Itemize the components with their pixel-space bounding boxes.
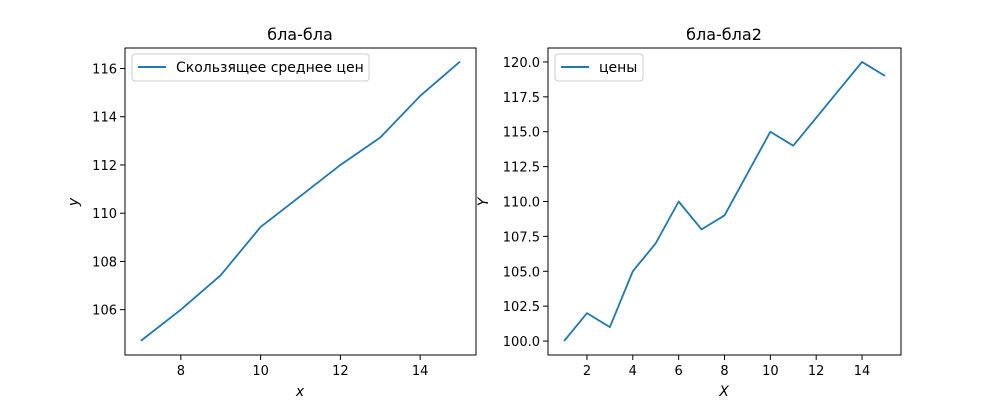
left-legend-box — [131, 53, 370, 82]
right-series — [563, 61, 886, 342]
left-y-axis-label: y — [66, 197, 82, 207]
right-y-tick-label: 107.5 — [503, 230, 540, 245]
right-legend-box — [554, 53, 644, 82]
left-plot-frame — [124, 47, 477, 356]
right-series-line — [563, 61, 886, 342]
right-chart-title: бла-бла2 — [686, 25, 762, 44]
right-y-tick-label: 115.0 — [503, 126, 540, 141]
left-x-tick-label: 8 — [177, 364, 185, 379]
right-y-tick-label: 105.0 — [503, 265, 540, 280]
right-ticks: 2 4 6 8 10 12 14 100.0 102.5 105.0 107.5 110.0 112.5… — [503, 56, 871, 379]
right-y-tick-label: 100.0 — [503, 335, 540, 350]
left-subplot: бла-бла 8 10 12 14 106 108 110 112 114 116 Скольз… — [66, 25, 477, 400]
right-legend-label: цены — [599, 60, 637, 76]
right-x-axis-label: X — [718, 384, 729, 400]
right-y-tick-label: 102.5 — [503, 300, 540, 315]
right-x-tick-label: 6 — [675, 364, 683, 379]
right-x-tick-label: 8 — [720, 364, 728, 379]
left-legend: Скользящее среднее цен — [131, 53, 370, 82]
right-y-tick-label: 117.5 — [503, 91, 540, 106]
left-ticks: 8 10 12 14 106 108 110 112 114 116 — [92, 62, 428, 379]
right-y-tick-label: 112.5 — [503, 161, 540, 176]
left-legend-label: Скользящее среднее цен — [176, 60, 364, 76]
left-y-tick-label: 110 — [92, 207, 117, 222]
left-series — [140, 60, 461, 342]
right-x-tick-label: 14 — [854, 364, 871, 379]
right-legend: цены — [554, 53, 644, 82]
left-x-tick-label: 14 — [412, 364, 429, 379]
left-series-line — [140, 60, 461, 342]
right-y-tick-label: 120.0 — [503, 56, 540, 71]
right-x-tick-label: 10 — [762, 364, 779, 379]
right-y-axis-label: Y — [476, 196, 492, 206]
right-x-tick-label: 2 — [583, 364, 591, 379]
left-x-tick-label: 12 — [332, 364, 349, 379]
left-y-tick-label: 116 — [92, 62, 117, 77]
left-chart-title: бла-бла — [267, 25, 333, 44]
right-x-tick-label: 4 — [629, 364, 637, 379]
left-y-tick-label: 114 — [92, 111, 117, 126]
right-x-tick-label: 12 — [808, 364, 825, 379]
left-y-tick-label: 112 — [92, 159, 117, 174]
right-plot-frame — [547, 47, 902, 356]
left-x-tick-label: 10 — [252, 364, 269, 379]
left-x-axis-label: x — [295, 384, 305, 400]
right-y-tick-label: 110.0 — [503, 196, 540, 211]
right-subplot: бла-бла2 2 4 6 8 10 12 14 100.0 102.5 105.0 107.5 1… — [476, 25, 902, 400]
left-y-tick-label: 108 — [92, 255, 117, 270]
left-y-tick-label: 106 — [92, 304, 117, 319]
